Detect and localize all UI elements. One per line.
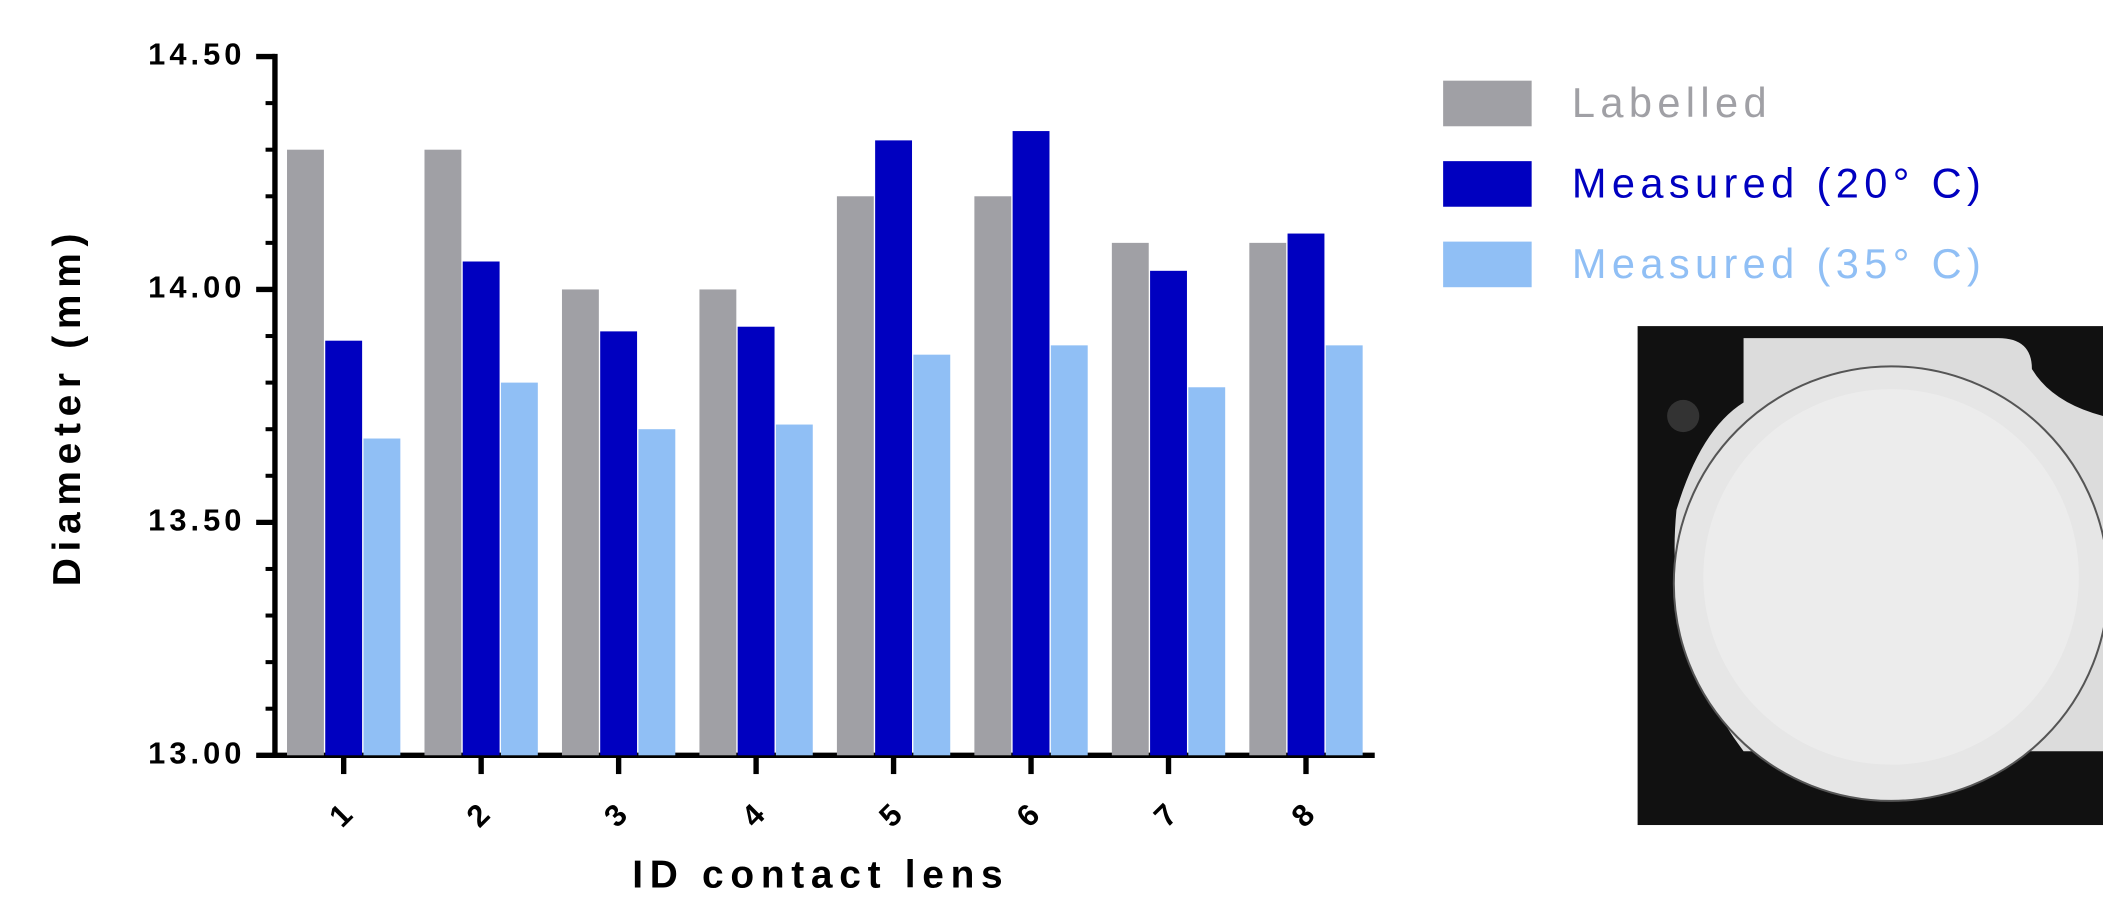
y-axis-title: Diameter (mm) <box>46 227 89 586</box>
bar <box>836 196 874 756</box>
x-tick-label: 5 <box>872 794 912 834</box>
bar <box>500 382 538 756</box>
bar <box>363 438 401 756</box>
bar <box>913 354 951 756</box>
legend-swatch <box>1443 241 1532 288</box>
bar <box>287 149 324 756</box>
x-tick-label: 6 <box>1010 794 1050 834</box>
y-tick-label: 14.00 <box>148 270 245 305</box>
legend-label: Measured (20° C) <box>1572 160 1986 207</box>
x-tick-label: 2 <box>460 794 500 834</box>
lens-photo <box>1637 326 2103 826</box>
x-tick-label: 3 <box>597 794 637 834</box>
x-tick-label: 1 <box>322 794 362 834</box>
legend-label: Measured (35° C) <box>1572 240 1986 287</box>
bar <box>561 289 599 756</box>
x-tick-label: 8 <box>1284 794 1324 834</box>
x-axis-title: ID contact lens <box>632 854 1009 897</box>
bar <box>699 289 737 756</box>
bar <box>462 261 500 756</box>
bar <box>1188 387 1226 756</box>
y-tick-label: 13.00 <box>148 735 245 770</box>
bar <box>424 149 462 756</box>
bar <box>1287 233 1325 756</box>
bar <box>1111 242 1149 756</box>
legend-swatch <box>1443 80 1532 127</box>
legend-label: Labelled <box>1572 79 1772 126</box>
bar <box>1249 242 1287 756</box>
bar <box>600 331 638 756</box>
bar <box>775 424 813 756</box>
x-tick-label: 4 <box>735 794 775 834</box>
bar <box>875 140 913 756</box>
bar <box>1150 270 1187 756</box>
bar <box>638 429 676 756</box>
bar <box>1325 345 1363 756</box>
x-tick-label: 7 <box>1147 794 1187 834</box>
y-tick-label: 14.50 <box>148 37 245 72</box>
bar <box>737 326 775 756</box>
legend-swatch <box>1443 161 1532 207</box>
bar <box>1012 131 1050 756</box>
y-tick-label: 13.50 <box>148 503 245 538</box>
bar <box>325 340 363 756</box>
bar <box>1050 345 1088 756</box>
bar <box>974 196 1012 756</box>
